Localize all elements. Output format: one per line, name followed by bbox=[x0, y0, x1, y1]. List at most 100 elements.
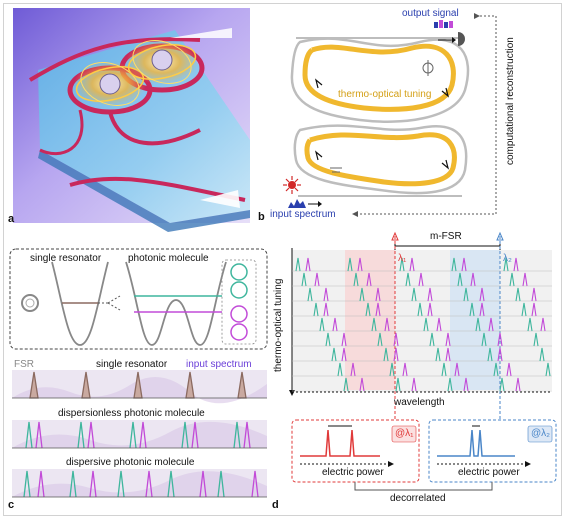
energy-diagram-box bbox=[9, 248, 268, 350]
tuning-peak bbox=[531, 302, 537, 317]
single-resonator-peaks bbox=[29, 371, 247, 399]
inset-lambda1 bbox=[291, 419, 420, 483]
lambda1-label: λ₁ bbox=[398, 253, 407, 264]
tuning-peak bbox=[513, 257, 519, 272]
tuning-peak bbox=[405, 272, 411, 287]
tuning-peak bbox=[393, 347, 399, 362]
tuning-peak bbox=[325, 332, 331, 347]
tuning-peak bbox=[418, 272, 424, 287]
tuning-peak bbox=[359, 287, 365, 302]
tuning-peak bbox=[359, 377, 365, 392]
thermo-optical-tuning-axis-label: thermo-optical tuning bbox=[273, 278, 284, 372]
tuning-peak bbox=[331, 347, 337, 362]
figure-frame bbox=[3, 3, 562, 516]
tuning-peak bbox=[411, 287, 417, 302]
light-beam-top bbox=[170, 28, 232, 38]
tuning-peak bbox=[441, 362, 447, 377]
tuning-peak bbox=[343, 377, 349, 392]
tuning-peak bbox=[423, 317, 429, 332]
tuning-peak bbox=[383, 347, 389, 362]
tuning-peak bbox=[375, 302, 381, 317]
tuning-peak bbox=[461, 257, 467, 272]
tuning-peak bbox=[375, 287, 381, 302]
bottom-gray-loop bbox=[293, 124, 468, 195]
dispersive-peaks bbox=[23, 470, 259, 498]
tuning-peak bbox=[435, 347, 441, 362]
tuning-peak bbox=[515, 287, 521, 302]
tuning-peak bbox=[319, 317, 325, 332]
input-spectrum-row-label: input spectrum bbox=[186, 359, 252, 370]
single-resonator-well bbox=[51, 261, 109, 346]
tuning-peak bbox=[497, 347, 503, 362]
thermo-optical-tuning-label: thermo-optical tuning bbox=[338, 89, 432, 100]
tuning-peak bbox=[479, 302, 485, 317]
inset1-trace bbox=[300, 429, 380, 457]
tuning-peak bbox=[545, 362, 551, 377]
tuning-peak bbox=[353, 272, 359, 287]
tuning-peak bbox=[341, 332, 347, 347]
tuning-peak bbox=[469, 302, 475, 317]
tuning-peak bbox=[481, 332, 487, 347]
lambda2-label: λ₂ bbox=[503, 253, 512, 264]
input-spectrum-icon bbox=[288, 199, 306, 208]
tuning-peak bbox=[411, 377, 417, 392]
tuning-peak bbox=[533, 332, 539, 347]
tuning-peak bbox=[314, 272, 320, 287]
tuning-peak bbox=[447, 377, 453, 392]
tuning-peak bbox=[429, 332, 435, 347]
tuning-peak bbox=[522, 272, 528, 287]
panel-b-letter: b bbox=[258, 211, 265, 223]
tuning-peak bbox=[313, 302, 319, 317]
photonic-molecule-well bbox=[125, 261, 227, 346]
tuning-peak bbox=[427, 302, 433, 317]
tuning-peak bbox=[427, 287, 433, 302]
tuning-peak bbox=[295, 257, 301, 272]
tuning-peak bbox=[337, 362, 343, 377]
tuning-peak bbox=[463, 377, 469, 392]
tuning-peak bbox=[463, 287, 469, 302]
panel-d-letter: d bbox=[272, 499, 279, 511]
tuning-peak bbox=[445, 332, 451, 347]
electric-power-label-1: electric power bbox=[322, 467, 384, 478]
tuning-peak bbox=[445, 347, 451, 362]
waveguide-top bbox=[28, 37, 201, 82]
tuning-peak bbox=[509, 272, 515, 287]
input-spectrum-label: input spectrum bbox=[270, 209, 336, 220]
tuning-peak bbox=[366, 272, 372, 287]
tuning-peak bbox=[384, 317, 390, 332]
inset-lambda2 bbox=[428, 419, 557, 483]
tuning-peak bbox=[377, 332, 383, 347]
input-light-icon bbox=[283, 176, 301, 194]
tuning-peak bbox=[389, 362, 395, 377]
tuning-peak bbox=[540, 317, 546, 332]
sphere-left bbox=[99, 73, 121, 95]
coupled-rings-icon bbox=[221, 259, 257, 345]
tuning-peak bbox=[488, 317, 494, 332]
single-resonator-heading: single resonator bbox=[30, 253, 102, 264]
tuning-peak bbox=[454, 362, 460, 377]
bottom-yellow-heater bbox=[304, 132, 457, 187]
tuning-peak bbox=[539, 347, 545, 362]
tuning-peak bbox=[323, 302, 329, 317]
tuning-peak bbox=[323, 287, 329, 302]
top-yellow-heater bbox=[302, 43, 456, 112]
top-gray-loop bbox=[290, 37, 470, 123]
decorrelated-label: decorrelated bbox=[390, 493, 446, 504]
tuning-peak bbox=[479, 287, 485, 302]
tuning-peak bbox=[393, 332, 399, 347]
tuning-peak bbox=[301, 272, 307, 287]
tuning-peak bbox=[357, 257, 363, 272]
m-fsr-label: m-FSR bbox=[430, 231, 462, 242]
tuning-peak bbox=[332, 317, 338, 332]
single-resonator-row-label: single resonator bbox=[96, 359, 168, 370]
tuning-peak bbox=[475, 317, 481, 332]
tuning-peak bbox=[365, 302, 371, 317]
tuning-peak bbox=[457, 272, 463, 287]
inset1-tag: @λ₁ bbox=[395, 428, 414, 439]
output-signal-label: output signal bbox=[402, 8, 459, 19]
panel-c-letter: c bbox=[8, 499, 15, 511]
tuning-peak bbox=[527, 317, 533, 332]
